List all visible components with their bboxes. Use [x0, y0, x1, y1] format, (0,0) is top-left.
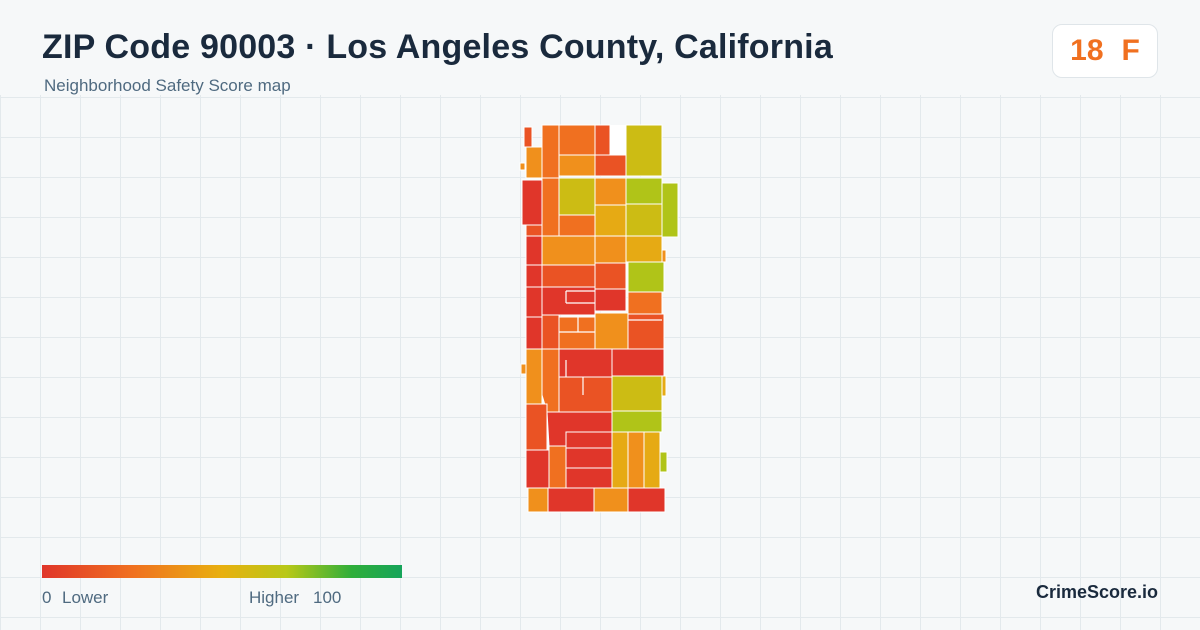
- map-tract: [541, 124, 560, 179]
- map-tract: [520, 363, 527, 375]
- legend-higher-label: Higher: [249, 588, 300, 607]
- map-tract: [525, 224, 543, 237]
- map-tract: [525, 348, 543, 405]
- map-tract: [558, 177, 596, 216]
- map-tract: [611, 348, 665, 377]
- safety-score-value: 18: [1070, 34, 1104, 67]
- map-tract: [594, 177, 627, 206]
- legend-min-value: 0: [42, 588, 52, 607]
- map-tract: [659, 451, 668, 473]
- map-tract: [594, 312, 629, 350]
- map-tract: [594, 235, 627, 264]
- map-tract: [565, 467, 613, 489]
- map-tract: [627, 487, 666, 513]
- map-tract: [627, 313, 665, 350]
- map-tract: [611, 431, 629, 489]
- map-tract: [611, 410, 663, 433]
- map-tract: [523, 126, 533, 148]
- tract-polygons: [519, 124, 679, 513]
- map-tract: [594, 124, 611, 156]
- map-tract: [594, 288, 627, 312]
- map-tract: [625, 203, 663, 237]
- map-tract: [643, 431, 661, 489]
- map-tract: [661, 249, 667, 263]
- map-tract: [593, 487, 629, 513]
- map-notch: [610, 125, 626, 155]
- map-tract: [548, 445, 567, 489]
- map-tract: [541, 348, 560, 413]
- street-lines: [559, 290, 662, 395]
- safety-score-badge: 18 F: [1052, 24, 1158, 78]
- map-tract: [558, 124, 596, 156]
- map-tract: [558, 348, 613, 378]
- map-tract: [661, 182, 679, 238]
- map-tract: [594, 204, 627, 237]
- page-subtitle: Neighborhood Safety Score map: [44, 76, 291, 95]
- map-tract: [594, 262, 627, 290]
- map-tract: [627, 291, 663, 315]
- map-tract: [525, 286, 543, 318]
- map-tract: [525, 235, 543, 266]
- map-tract: [625, 235, 663, 263]
- brand-logo-text: CrimeScore.io: [1035, 582, 1158, 602]
- map-tract: [565, 447, 613, 469]
- map-tract: [525, 403, 548, 451]
- map-tract: [541, 314, 560, 350]
- map-tract: [547, 487, 595, 513]
- map-tract: [519, 162, 526, 171]
- map-tract: [594, 154, 627, 177]
- map-tract: [611, 375, 663, 412]
- safety-grade: F: [1121, 34, 1140, 67]
- map-tract: [541, 177, 560, 237]
- map-tract: [625, 124, 663, 177]
- legend-lower-label: Lower: [62, 588, 109, 607]
- map-tract: [558, 154, 596, 177]
- map-tract: [627, 261, 665, 293]
- map-tract: [558, 376, 613, 413]
- legend-max-value: 100: [313, 588, 342, 607]
- map-tract: [565, 431, 613, 449]
- map-tract: [625, 177, 663, 205]
- map-tract: [627, 431, 645, 489]
- legend-color-scale: [42, 565, 402, 578]
- map-tract: [558, 214, 596, 237]
- map-tract: [525, 264, 543, 288]
- map-tract: [525, 316, 543, 350]
- map-tract: [541, 235, 596, 266]
- map-tract: [525, 146, 543, 179]
- map-tract: [661, 375, 667, 397]
- map-tract: [527, 487, 549, 513]
- map-tract: [558, 316, 596, 350]
- map-tract: [525, 449, 550, 489]
- map-tract: [541, 264, 596, 288]
- map-tract: [521, 179, 543, 226]
- page-title: ZIP Code 90003 · Los Angeles County, Cal…: [42, 28, 833, 66]
